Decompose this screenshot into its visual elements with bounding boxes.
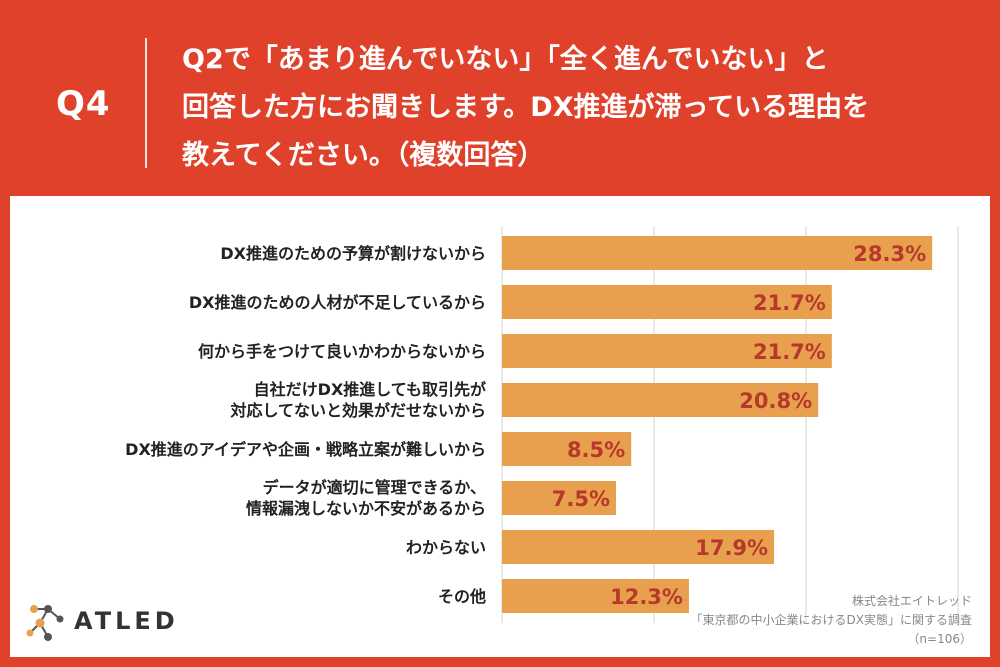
value-label-2: 21.7% [753,340,826,364]
molecule-icon [26,605,64,641]
value-label-5: 7.5% [552,487,610,511]
logo-text: ATLED [74,607,179,635]
value-label-3: 20.8% [739,389,812,413]
bar-7 [502,579,689,613]
value-label-0: 28.3% [853,242,926,266]
category-label-0-0: DX推進のための予算が割けないから [220,244,486,263]
header: Q4 Q2で「あまり進んでいない」「全く進んでいない」と 回答した方にお聞きしま… [0,0,1000,196]
source-line-2: 「東京都の中小企業におけるDX実態」に関する調査 [690,613,972,627]
question-line-1: Q2で「あまり進んでいない」「全く進んでいない」と [182,44,829,75]
source-line-1: 株式会社エイトレッド [851,594,972,608]
category-label-3-1: 対応してないと効果がだせないから [229,401,486,420]
atled-logo: ATLED [26,601,175,645]
category-label-3-0: 自社だけDX推進しても取引先が [254,380,486,399]
value-label-1: 21.7% [753,291,826,315]
bar-1 [502,285,832,319]
bar-6 [502,530,775,564]
bar-2 [502,334,832,368]
value-label-6: 17.9% [695,536,768,560]
question-line-3: 教えてください。（複数回答） [182,140,545,171]
header-divider [145,38,147,168]
source-line-3: （n=106） [907,632,972,646]
category-label-7-0: その他 [438,587,486,606]
category-label-1-0: DX推進のための人材が不足しているから [189,293,486,312]
bar-5 [502,481,616,515]
bar-chart: 28.3% DX推進のための予算が割けないから 21.7% DX推進のための人材が不足… [125,226,959,623]
value-label-7: 12.3% [610,585,683,609]
question-line-2: 回答した方にお聞きします。DX推進が滞っている理由を [182,92,870,123]
bar-3 [502,383,819,417]
category-label-5-1: 情報漏洩しないか不安があるから [246,499,486,518]
category-label-5-0: データが適切に管理できるか、 [263,478,486,497]
category-label-6-0: わからない [406,538,486,557]
source-note: 株式会社エイトレッド 「東京都の中小企業におけるDX実態」に関する調査 （n=1… [691,592,972,649]
bar-0 [502,236,933,270]
question-number: Q4 [56,84,111,124]
bar-4 [502,432,632,466]
value-label-4: 8.5% [567,438,625,462]
chart-panel: 28.3% DX推進のための予算が割けないから 21.7% DX推進のための人材が不足… [10,196,990,657]
category-label-4-0: DX推進のアイデアや企画・戦略立案が難しいから [125,440,486,459]
question-text: Q2で「あまり進んでいない」「全く進んでいない」と 回答した方にお聞きします。D… [182,36,972,180]
category-label-2-0: 何から手をつけて良いかわからないから [198,342,486,361]
